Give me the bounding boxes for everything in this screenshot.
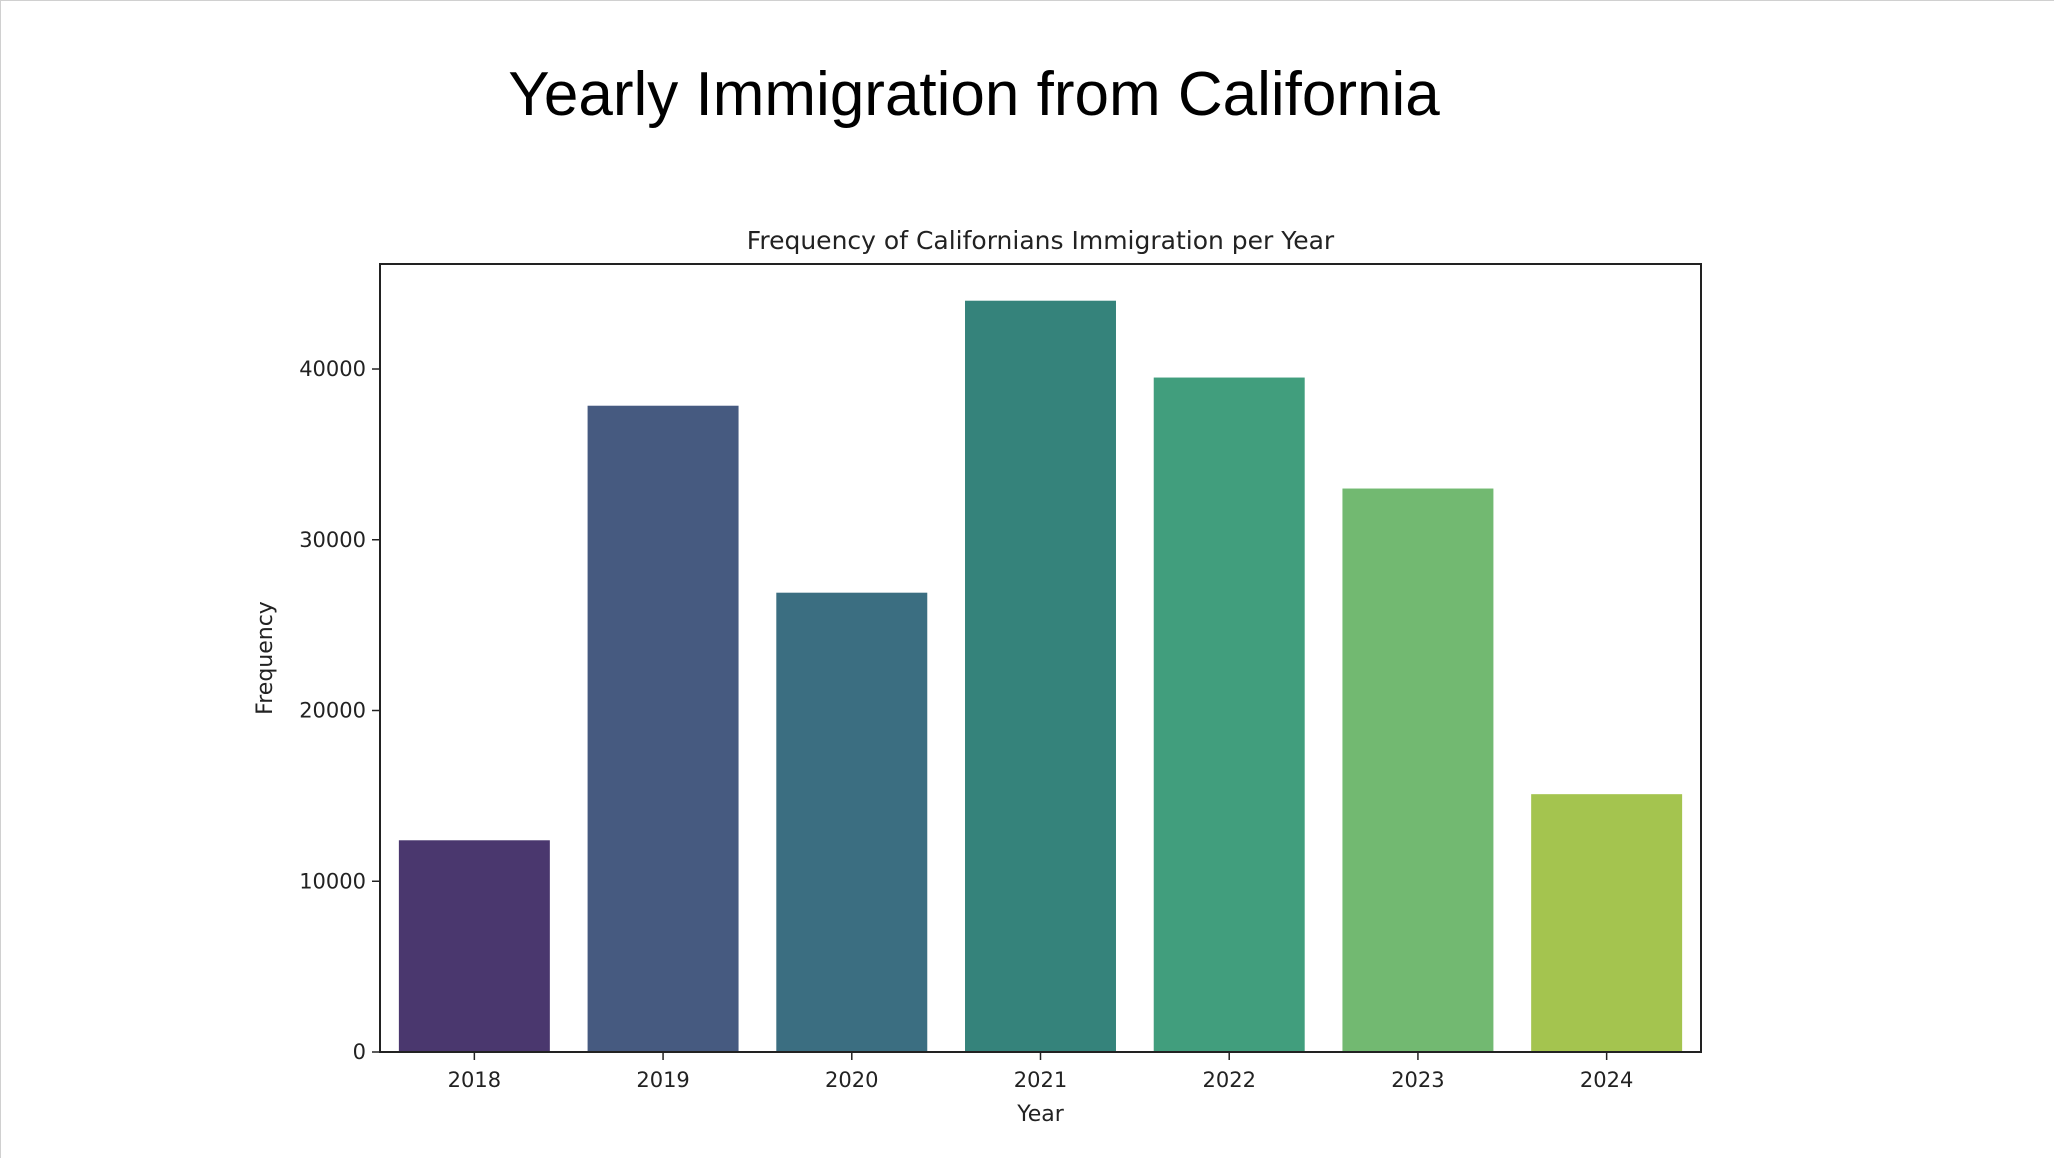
x-axis-label: Year	[1016, 1102, 1065, 1127]
bar-2018	[398, 840, 550, 1052]
y-tick-label: 20000	[299, 699, 366, 723]
slide-title: Yearly Immigration from California	[508, 60, 1440, 129]
y-tick-label: 30000	[299, 528, 366, 552]
x-tick-label: 2018	[448, 1068, 501, 1092]
y-axis-label: Frequency	[253, 601, 278, 715]
y-tick-label: 10000	[299, 869, 366, 893]
y-tick-label: 40000	[299, 357, 366, 381]
x-tick-label: 2020	[825, 1068, 878, 1092]
x-tick-label: 2022	[1202, 1068, 1255, 1092]
bar-2024	[1531, 794, 1683, 1052]
bar-2023	[1342, 488, 1494, 1052]
plot-frame	[379, 263, 1702, 1053]
x-tick-label: 2024	[1580, 1068, 1633, 1092]
y-tick-label: 0	[353, 1040, 366, 1064]
x-tick-label: 2021	[1014, 1068, 1067, 1092]
x-tick-label: 2019	[636, 1068, 689, 1092]
bar-2022	[1153, 377, 1305, 1052]
bar-2019	[587, 405, 739, 1053]
bar-2021	[965, 300, 1116, 1053]
x-tick-label: 2023	[1391, 1068, 1444, 1092]
bar-2020	[776, 592, 928, 1052]
chart-title: Frequency of Californians Immigration pe…	[747, 226, 1335, 255]
